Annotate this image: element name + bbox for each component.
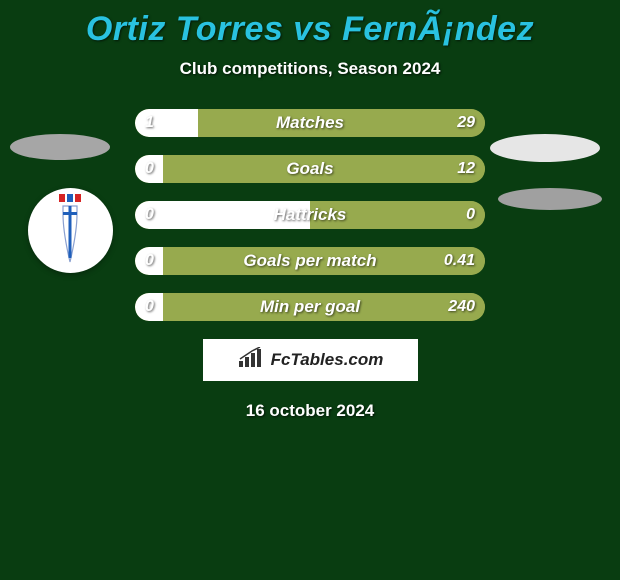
stat-row: Min per goal0240 <box>55 293 565 321</box>
footer-brand-box: FcTables.com <box>203 339 418 381</box>
stat-bar <box>135 247 485 275</box>
stat-bar <box>135 201 485 229</box>
stat-bar <box>135 109 485 137</box>
stat-row: Matches129 <box>55 109 565 137</box>
stat-fill-right <box>163 155 485 183</box>
stat-fill-right <box>198 109 485 137</box>
stat-fill-left <box>135 247 163 275</box>
stats-container: Matches129 Goals012 Hattricks00 Goals per m… <box>55 109 565 321</box>
footer-brand-text: FcTables.com <box>271 350 384 370</box>
stat-fill-right <box>310 201 485 229</box>
stat-fill-right <box>163 247 485 275</box>
stat-row: Goals012 <box>55 155 565 183</box>
brand-chart-icon <box>237 347 263 374</box>
stat-bar <box>135 293 485 321</box>
stat-fill-left <box>135 155 163 183</box>
stat-bar <box>135 155 485 183</box>
stat-fill-right <box>163 293 485 321</box>
stat-fill-left <box>135 109 198 137</box>
stat-row: Goals per match00.41 <box>55 247 565 275</box>
stat-row: Hattricks00 <box>55 201 565 229</box>
stat-fill-left <box>135 293 163 321</box>
page-subtitle: Club competitions, Season 2024 <box>0 59 620 79</box>
page-title: Ortiz Torres vs FernÃ¡ndez <box>0 10 620 49</box>
stat-fill-left <box>135 201 310 229</box>
footer-date: 16 october 2024 <box>0 401 620 421</box>
